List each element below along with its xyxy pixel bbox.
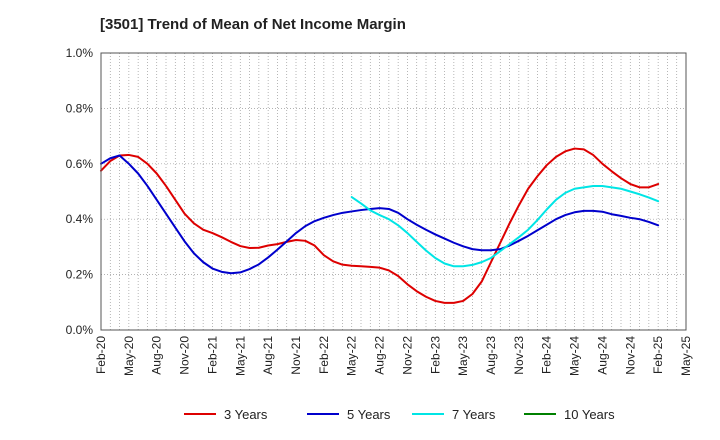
chart-title: [3501] Trend of Mean of Net Income Margi… (100, 16, 406, 33)
x-tick-label: May-25 (679, 336, 693, 376)
x-tick-label: Nov-21 (289, 336, 303, 375)
y-tick-label: 0.6% (66, 157, 94, 171)
y-tick-label: 0.2% (66, 268, 94, 282)
x-tick-label: Nov-22 (400, 336, 414, 375)
x-tick-label: Aug-23 (484, 336, 498, 375)
series-line-5-years (100, 154, 660, 275)
legend: 3 Years 5 Years 7 Years 10 Years (184, 407, 615, 422)
x-tick-label: Aug-24 (595, 336, 609, 375)
series-line-7-years (350, 184, 660, 268)
series-lines (100, 147, 660, 304)
legend-label: 7 Years (452, 407, 496, 422)
x-tick-label: Aug-20 (150, 336, 164, 375)
y-tick-label: 1.0% (66, 46, 94, 60)
x-tick-label: May-23 (456, 336, 470, 376)
x-tick-label: Feb-25 (651, 336, 665, 374)
y-tick-label: 0.8% (66, 101, 94, 115)
x-tick-label: Feb-21 (205, 336, 219, 374)
y-tick-label: 0.0% (66, 323, 94, 337)
x-tick-label: Feb-22 (317, 336, 331, 374)
x-tick-label: Nov-23 (512, 336, 526, 375)
grid (101, 53, 686, 330)
y-axis-ticks: 0.0% 0.2% 0.4% 0.6% 0.8% 1.0% (66, 46, 94, 337)
x-tick-label: May-21 (233, 336, 247, 376)
x-tick-label: Feb-20 (94, 336, 108, 374)
x-tick-label: May-22 (345, 336, 359, 376)
x-tick-label: Aug-21 (261, 336, 275, 375)
x-tick-label: Nov-24 (623, 336, 637, 375)
x-tick-label: Aug-22 (373, 336, 387, 375)
x-axis-ticks: Feb-20 May-20 Aug-20 Nov-20 Feb-21 May-21 Aug-… (94, 336, 693, 376)
series-line-3-years (100, 147, 660, 304)
legend-label: 5 Years (347, 407, 391, 422)
x-tick-label: Feb-23 (428, 336, 442, 374)
x-tick-label: May-20 (122, 336, 136, 376)
x-tick-label: May-24 (568, 336, 582, 376)
x-tick-label: Feb-24 (540, 336, 554, 374)
legend-label: 10 Years (564, 407, 615, 422)
plot-border (100, 52, 687, 331)
x-tick-label: Nov-20 (178, 336, 192, 375)
plot-frame (100, 52, 687, 331)
legend-label: 3 Years (224, 407, 268, 422)
y-tick-label: 0.4% (66, 212, 94, 226)
